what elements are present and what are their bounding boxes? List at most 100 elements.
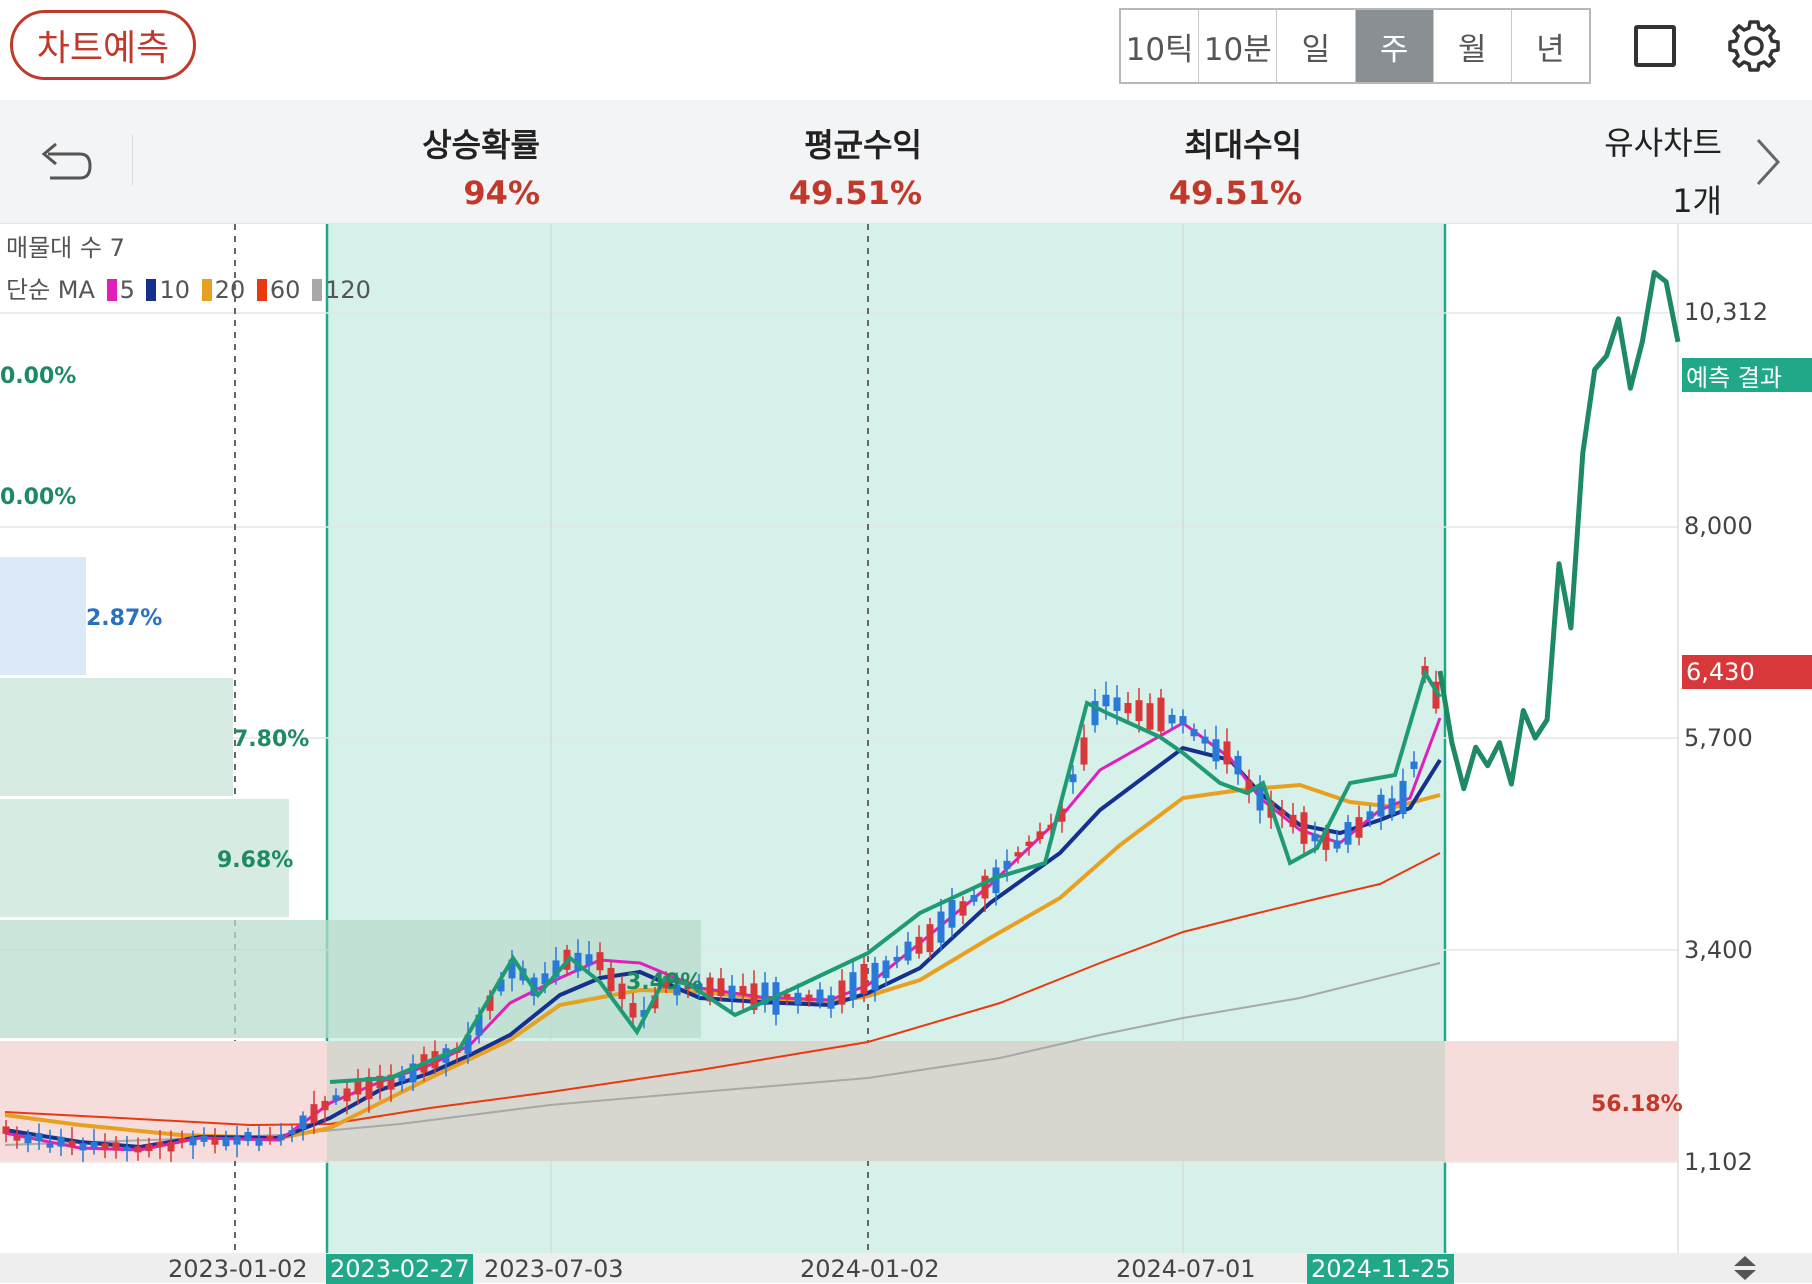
period-year[interactable]: 년 [1536,31,1565,68]
candle-body [1432,681,1440,709]
gear-icon[interactable] [1726,18,1782,74]
price-chart[interactable] [0,224,1812,1253]
x-axis [0,1253,1812,1283]
chart-predict-button[interactable]: 차트예측 [10,10,196,80]
candle-body [112,1142,120,1151]
candle-body [310,1104,318,1123]
candle-body [68,1140,76,1147]
x-tick: 2024-07-01 [1116,1255,1256,1283]
candle-body [1366,811,1374,820]
x-tick: 2023-07-03 [484,1255,624,1283]
candle-body [607,967,615,992]
candle-body [1146,703,1154,730]
candle-body [761,982,769,1005]
candle-body [684,984,692,990]
candle-body [35,1133,43,1142]
candle-body [827,995,835,1009]
candle-body [1047,824,1055,830]
similar-count: 1개 [1672,182,1722,220]
candle-body [90,1142,98,1149]
scroll-arrows-icon[interactable] [1730,1254,1760,1282]
candle-body [288,1130,296,1135]
ma10-swatch [146,279,157,301]
candle-body [1333,840,1341,849]
vp-pct-2: 0.00% [0,485,77,510]
y-tick: 5,700 [1684,724,1753,752]
square-icon[interactable] [1634,25,1676,67]
candle-body [266,1135,274,1141]
candle-body [365,1076,373,1100]
rise-prob-label: 상승확률 [422,126,540,164]
candle-body [860,963,868,994]
divider [132,134,133,186]
candle-body [1311,833,1319,842]
candle-body [1234,755,1242,775]
candle-body [376,1075,384,1089]
candle-body [596,952,604,971]
candle-body [959,901,967,916]
candle-body [948,899,956,928]
candle-body [739,985,747,995]
vp-pct-6: 3.49% [626,970,703,995]
candle-body [1223,741,1231,765]
candle-body [1058,808,1066,822]
candle-body [222,1137,230,1147]
ma5-swatch [106,279,117,301]
undo-icon[interactable] [36,134,96,190]
candle-body [541,973,549,985]
ma120-label: 120 [325,276,371,304]
max-return-value: 49.51% [1168,174,1302,212]
candle-body [662,977,670,989]
period-week[interactable]: 주 [1355,10,1434,82]
candle-body [1113,697,1121,711]
candle-body [486,995,494,1011]
candle-body [1399,780,1407,815]
candle-body [970,895,978,902]
candle-body [277,1134,285,1141]
candle-body [893,956,901,961]
candle-body [101,1143,109,1151]
x-tick-highlight-end: 2024-11-25 [1307,1254,1455,1284]
candle-body [981,875,989,899]
candle-body [13,1136,21,1141]
chevron-right-icon[interactable] [1748,136,1788,188]
candle-body [200,1135,208,1142]
candle-body [849,972,857,1000]
candle-body [508,959,516,979]
candle-body [794,992,802,1005]
candle-body [178,1138,186,1143]
candle-body [1300,812,1308,844]
y-tick: 3,400 [1684,936,1753,964]
candle-body [585,954,593,965]
similar-label: 유사차트 [1604,124,1722,162]
candle-body [321,1100,329,1111]
candle-body [233,1136,241,1145]
candle-body [1278,810,1286,815]
candle-body [783,993,791,999]
candle-body [1322,829,1330,850]
candle-body [1256,786,1264,811]
ma5-label: 5 [119,276,135,304]
similar-charts[interactable]: 유사차트 1개 [1604,118,1722,222]
candle-body [805,994,813,1002]
candle-body [629,1002,637,1018]
period-10tick[interactable]: 10틱 [1121,10,1200,82]
candle-body [1245,780,1253,791]
period-month[interactable]: 월 [1434,10,1512,82]
candle-body [46,1143,54,1148]
forecast-line [1437,270,1681,792]
candle-body [915,936,923,954]
candle-body [871,962,879,991]
ma60-swatch [256,279,267,301]
vp-pct-1: 0.00% [0,364,77,389]
period-10min[interactable]: 10분 [1199,10,1278,82]
candle-body [189,1137,197,1146]
candle-body [1091,701,1099,726]
ma120-swatch [312,279,323,301]
candlesticks [2,656,1440,1163]
candle-body [1168,714,1176,724]
x-tick: 2023-01-02 [168,1255,308,1283]
period-day[interactable]: 일 [1277,10,1356,82]
candle-body [717,978,725,997]
candle-body [673,984,681,996]
